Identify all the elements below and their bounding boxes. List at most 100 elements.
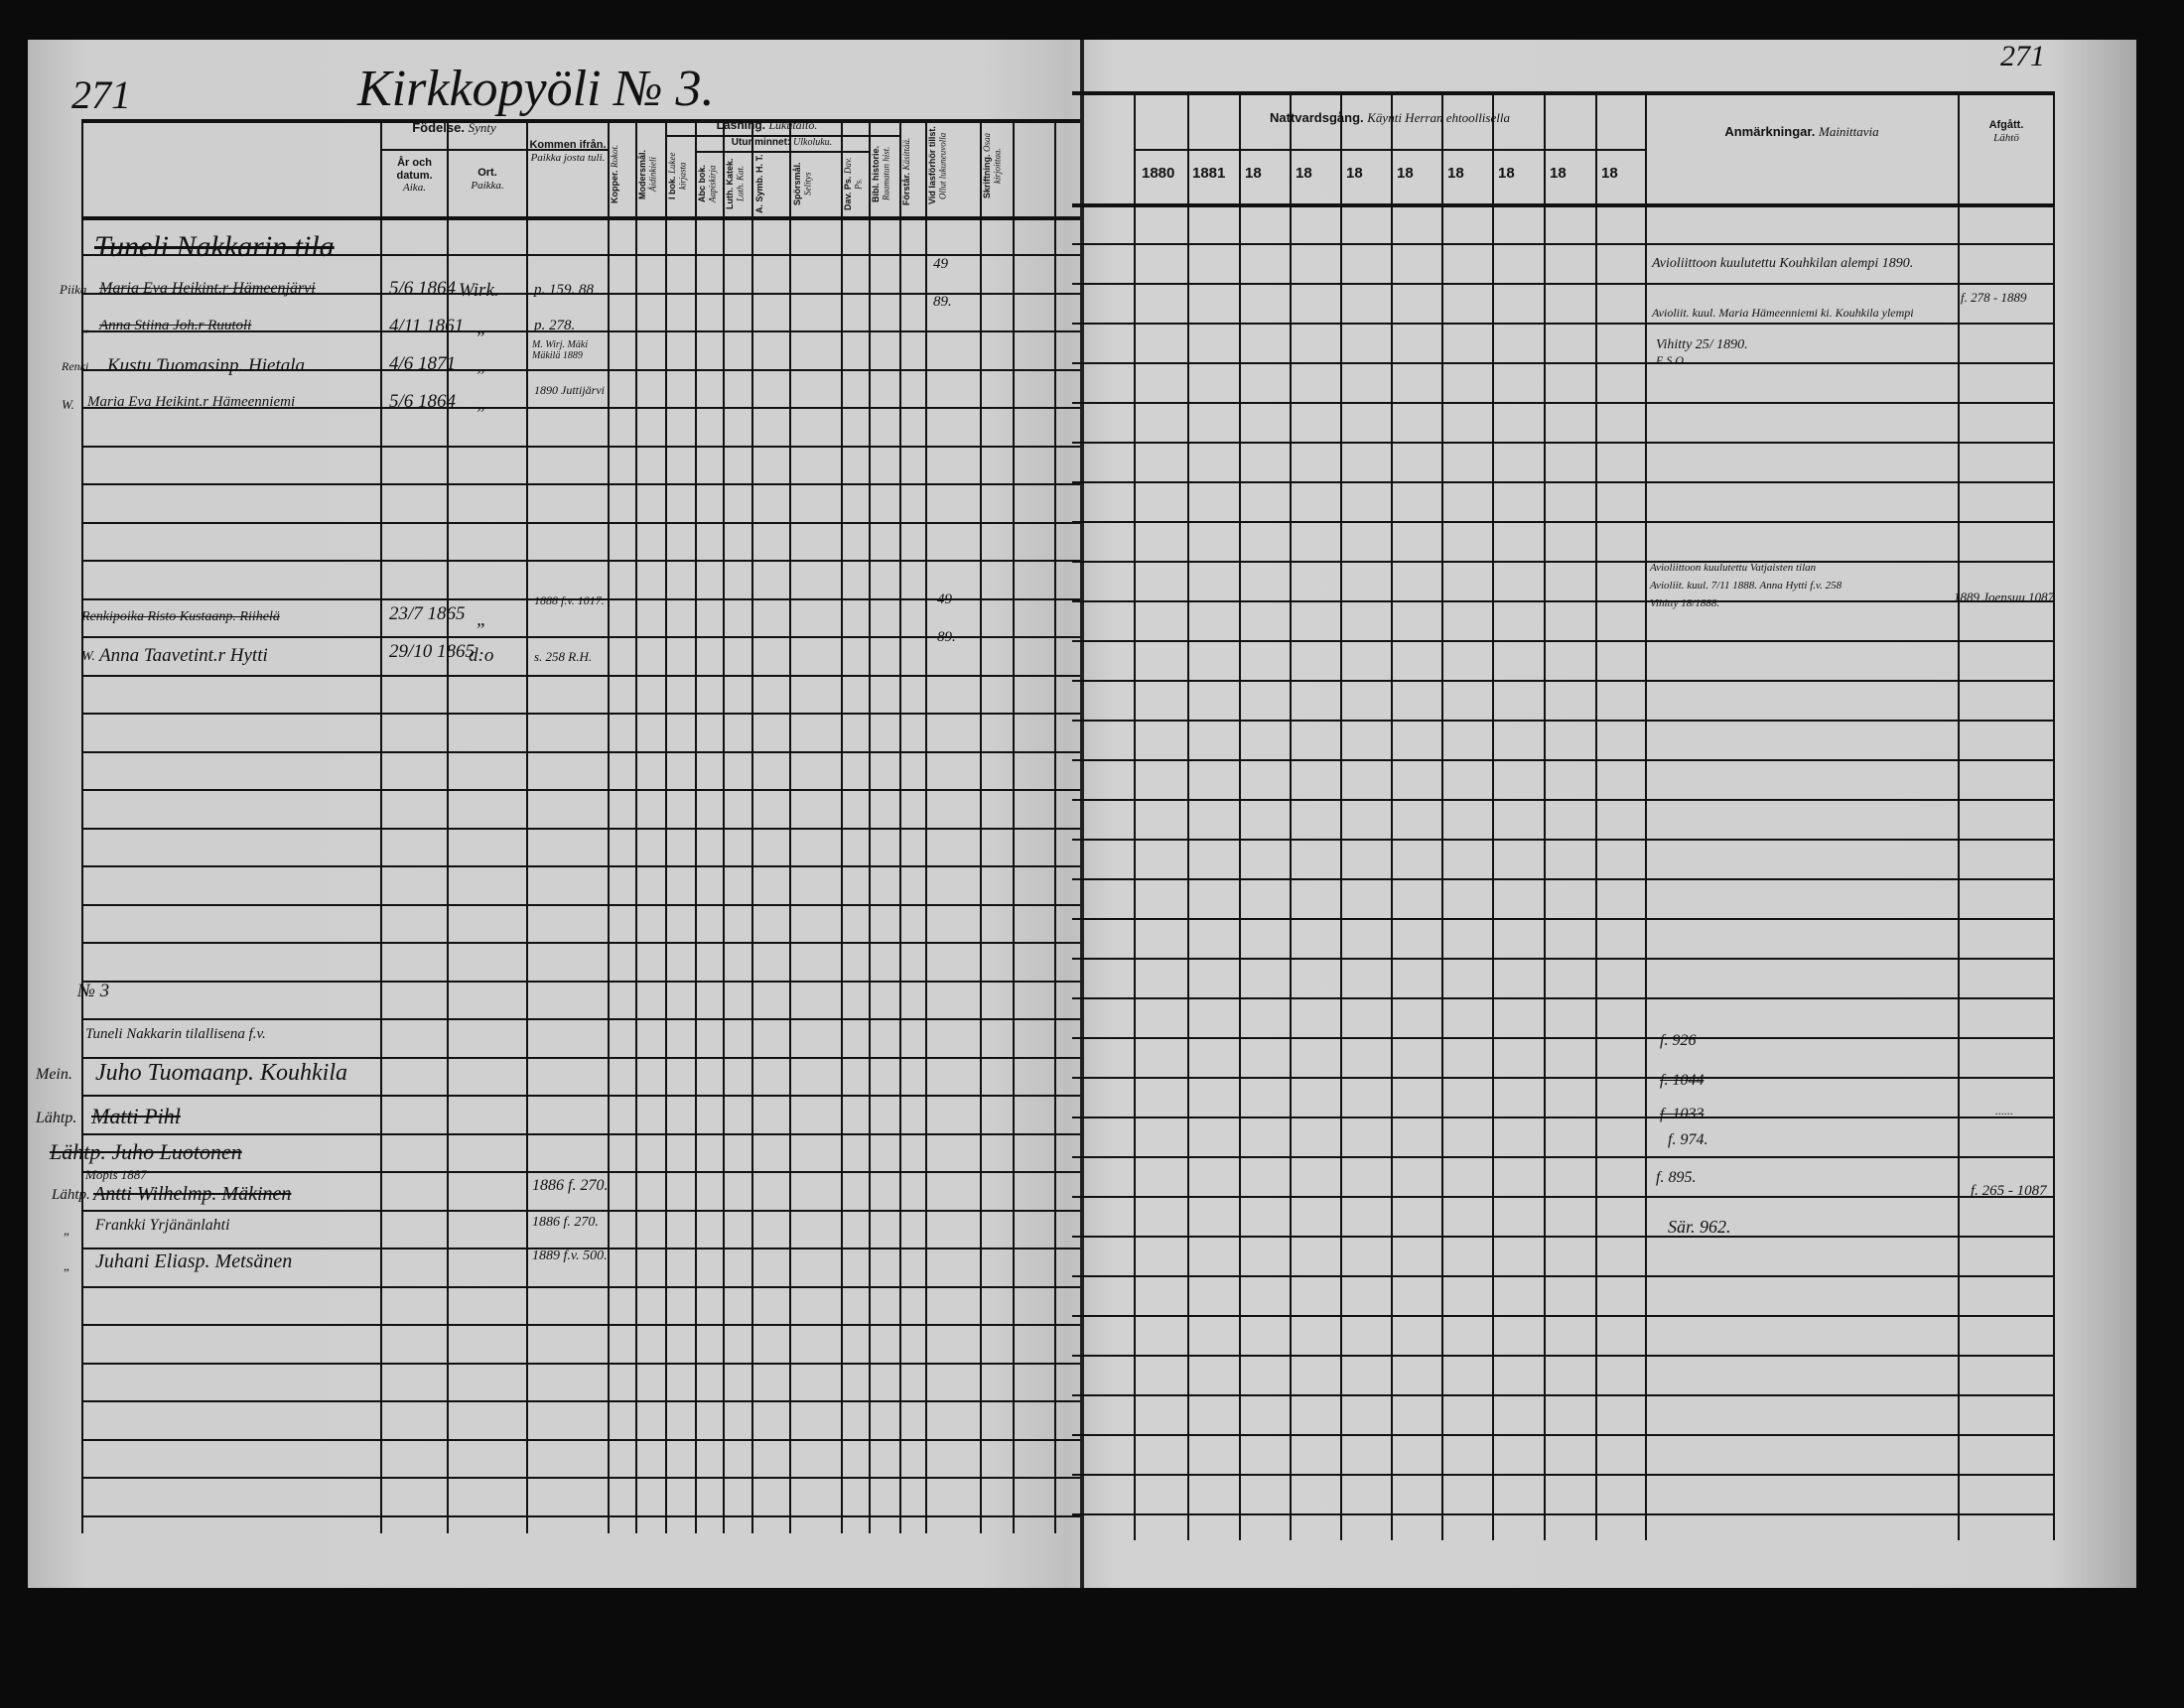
column-rule <box>899 119 901 1533</box>
row-rule <box>1072 1434 2055 1436</box>
header-ort: Ort. Paikka. <box>471 167 504 192</box>
row-rule <box>1072 243 2055 245</box>
column-rule <box>1492 91 1494 1540</box>
row-rule <box>1072 521 2055 523</box>
entry-role: „ <box>64 1223 71 1238</box>
remark-afgatt: f. 265 - 1087 <box>1971 1183 2047 1199</box>
column-rule <box>1187 91 1189 1540</box>
row-rule <box>81 1286 1080 1288</box>
row-rule <box>81 330 1080 332</box>
remark: E.S.O. <box>1656 353 1687 367</box>
entry-role: „ <box>64 1258 71 1273</box>
row-rule <box>81 789 1080 791</box>
register-title: Kirkkopyöli № 3. <box>357 61 715 117</box>
column-rule <box>695 119 697 1533</box>
row-rule <box>81 254 1080 256</box>
row-rule <box>81 865 1080 867</box>
remark: f. 926 <box>1660 1032 1697 1049</box>
entry-role: Lähtp. <box>36 1110 77 1126</box>
column-rule <box>1013 119 1015 1533</box>
year-col-6: 18 <box>1397 165 1414 182</box>
header-bottom-rule <box>81 216 1080 220</box>
row-rule <box>1072 878 2055 880</box>
row-rule <box>1072 362 2055 364</box>
year-col-7: 18 <box>1447 165 1464 182</box>
row-rule <box>1072 1474 2055 1476</box>
entry-heading: Tuneli Nakkarin tilallisena f.v. <box>85 1026 266 1042</box>
entry-from: 1886 f. 270. <box>532 1215 599 1230</box>
header-dav-ps: Dav. Ps. Dav. Ps. <box>843 157 864 210</box>
row-rule <box>81 1171 1080 1173</box>
year-col-1: 1880 <box>1142 165 1175 182</box>
entry-role: Lähtp. <box>52 1187 90 1203</box>
entry-birth-date: 5/6 1864 <box>389 278 457 299</box>
remark: Avioliit. kuul. 7/11 1888. Anna Hytti f.… <box>1650 580 1843 591</box>
row-rule <box>81 1133 1080 1135</box>
row-rule <box>1072 323 2055 325</box>
row-rule <box>81 560 1080 562</box>
entry-name: Matti Pihl <box>91 1104 181 1128</box>
row-rule <box>1072 561 2055 563</box>
column-rule <box>1290 91 1292 1540</box>
entry-role: W. <box>62 397 74 412</box>
entry-farm-name: Tuneli Nakkarin tila <box>94 230 335 263</box>
row-rule <box>81 636 1080 638</box>
row-rule <box>81 446 1080 448</box>
entry-birth-place: d:o <box>469 645 494 666</box>
row-rule <box>81 981 1080 983</box>
row-rule <box>1072 1513 2055 1515</box>
entry-birth-place: „ <box>477 609 487 630</box>
entry-name: Kustu Tuomasinp. Hietala <box>107 355 305 376</box>
row-rule <box>1072 799 2055 801</box>
row-rule <box>1072 720 2055 722</box>
entry-birth-place: Wirk. <box>459 280 499 301</box>
column-rule <box>447 119 449 1533</box>
row-rule <box>81 1210 1080 1212</box>
year-col-4: 18 <box>1296 165 1312 182</box>
column-rule <box>980 119 982 1533</box>
row-rule <box>1072 481 2055 483</box>
remark: Avioliittoon kuulutettu Vatjaisten tilan <box>1650 562 1817 574</box>
entry-birth-place: „ <box>477 355 487 376</box>
header-a-symb: A. Symb. H. T. <box>754 154 764 213</box>
remark-afgatt: ...... <box>1995 1104 2013 1117</box>
entry-from: p. 159. 88 <box>534 282 594 298</box>
entry-birth-place: „ <box>477 393 487 414</box>
column-rule <box>1544 91 1546 1540</box>
row-rule <box>1072 839 2055 841</box>
row-rule <box>1072 1315 2055 1317</box>
row-rule <box>81 1248 1080 1249</box>
column-rule <box>1391 91 1393 1540</box>
entry-birth-date: 4/11 1861 <box>389 316 465 336</box>
year-col-3: 18 <box>1245 165 1262 182</box>
entry-role: „ <box>83 320 91 334</box>
row-rule <box>1072 1037 2055 1039</box>
row-rule <box>81 483 1080 485</box>
header-vid-lasforhor: Vid lasförhör tillst. Ollut lukuneuvolla <box>927 126 948 205</box>
entry-lasforhor: 49 <box>937 591 952 607</box>
entry-from: p. 278. <box>534 318 576 333</box>
entry-role: Mein. <box>36 1066 72 1083</box>
book-gutter <box>1080 40 1084 1588</box>
header-bibl-historie: Bibl. historie. Raamatun hist. <box>871 145 891 202</box>
column-rule <box>526 119 528 1533</box>
row-rule <box>81 1324 1080 1326</box>
column-rule <box>1134 91 1136 1540</box>
column-rule <box>1239 91 1241 1540</box>
row-rule <box>1072 1275 2055 1277</box>
remark: f. 1033 <box>1660 1106 1705 1122</box>
column-rule <box>869 119 871 1533</box>
row-rule <box>1072 958 2055 960</box>
page-number-right: 271 <box>2000 40 2045 72</box>
entry-name: Anna Stiina Joh.r Ruutoli <box>99 318 252 333</box>
remark: Vihitty 25/ 1890. <box>1656 337 1748 352</box>
row-rule <box>1072 1394 2055 1396</box>
header-lasning: Läsning. Lukutaito. <box>716 118 818 132</box>
header-subrule <box>380 149 608 151</box>
header-subrule <box>1134 149 1645 151</box>
row-rule <box>81 713 1080 715</box>
entry-from: 1888 f.v. 1017. <box>534 593 605 607</box>
entry-name: Maria Eva Heikint.r Hämeenniemi <box>87 394 296 410</box>
row-rule <box>81 942 1080 944</box>
entry-name: Maria Eva Heikint.r Hämeenjärvi <box>99 280 316 297</box>
